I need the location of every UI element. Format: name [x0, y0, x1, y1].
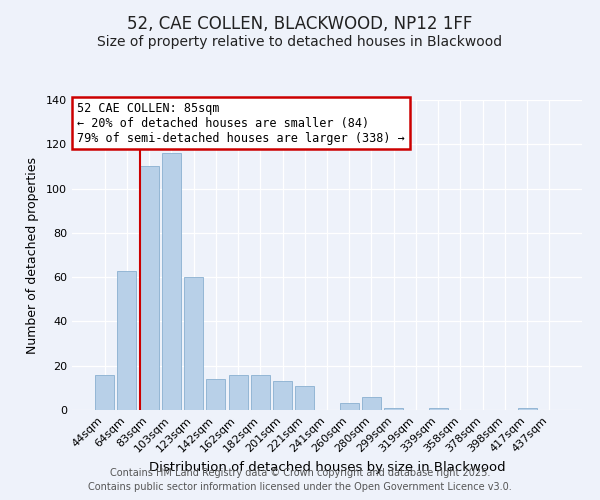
Bar — [340, 404, 359, 410]
Bar — [429, 408, 448, 410]
Bar — [206, 379, 225, 410]
Bar — [384, 408, 403, 410]
Bar — [118, 270, 136, 410]
Text: 52, CAE COLLEN, BLACKWOOD, NP12 1FF: 52, CAE COLLEN, BLACKWOOD, NP12 1FF — [127, 15, 473, 33]
Bar — [518, 408, 536, 410]
Text: Contains public sector information licensed under the Open Government Licence v3: Contains public sector information licen… — [88, 482, 512, 492]
Bar — [273, 381, 292, 410]
Bar — [295, 386, 314, 410]
Bar — [162, 153, 181, 410]
Bar — [184, 277, 203, 410]
Bar — [251, 374, 270, 410]
Text: 52 CAE COLLEN: 85sqm
← 20% of detached houses are smaller (84)
79% of semi-detac: 52 CAE COLLEN: 85sqm ← 20% of detached h… — [77, 102, 405, 144]
Bar — [229, 374, 248, 410]
Y-axis label: Number of detached properties: Number of detached properties — [26, 156, 39, 354]
Bar — [362, 396, 381, 410]
Text: Contains HM Land Registry data © Crown copyright and database right 2025.: Contains HM Land Registry data © Crown c… — [110, 468, 490, 477]
X-axis label: Distribution of detached houses by size in Blackwood: Distribution of detached houses by size … — [149, 461, 505, 474]
Bar — [140, 166, 158, 410]
Bar — [95, 374, 114, 410]
Text: Size of property relative to detached houses in Blackwood: Size of property relative to detached ho… — [97, 35, 503, 49]
